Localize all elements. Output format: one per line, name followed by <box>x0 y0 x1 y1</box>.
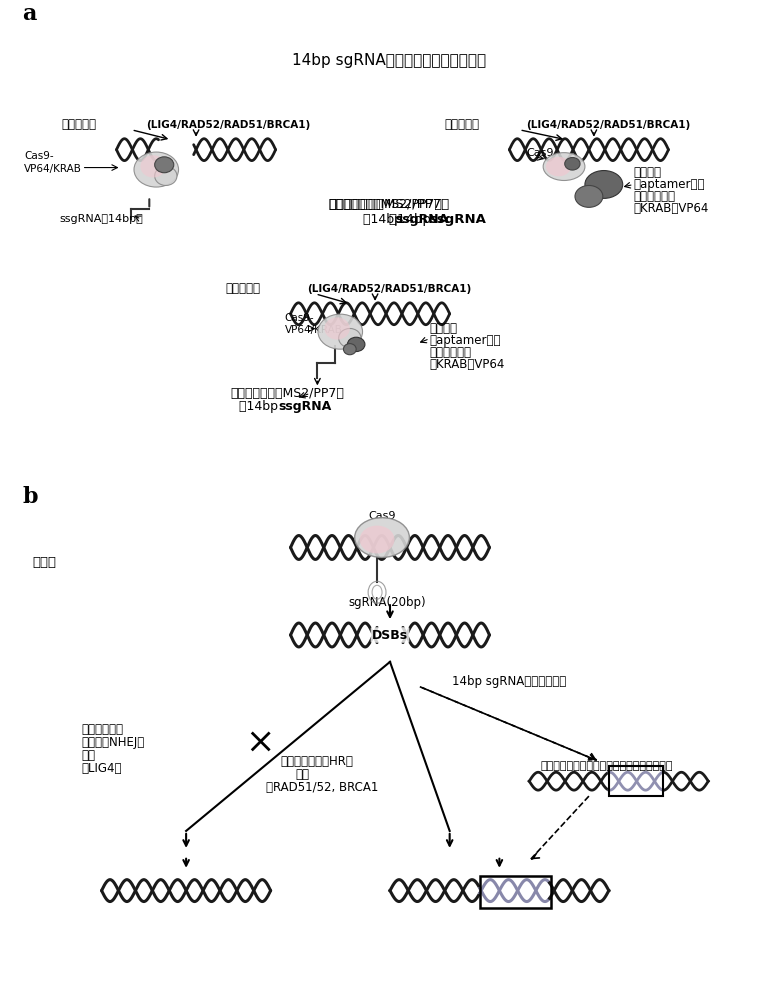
Text: 靶向启动子: 靶向启动子 <box>61 118 96 131</box>
Text: b: b <box>22 486 37 508</box>
Ellipse shape <box>565 158 580 170</box>
Bar <box>479 876 551 908</box>
Ellipse shape <box>543 153 585 180</box>
Text: a: a <box>22 3 37 25</box>
Text: （aptamer）的: （aptamer）的 <box>633 178 705 191</box>
Text: 如RAD51/52, BRCA1: 如RAD51/52, BRCA1 <box>265 781 378 794</box>
Ellipse shape <box>575 185 603 207</box>
Text: 带有适体结构（MS2/PP7）: 带有适体结构（MS2/PP7） <box>231 387 345 400</box>
Ellipse shape <box>140 155 166 178</box>
Text: 靶向启动子: 靶向启动子 <box>226 282 261 295</box>
Text: 带有外源插入序列（方框中）的同源互补模板: 带有外源插入序列（方框中）的同源互补模板 <box>541 761 673 771</box>
Ellipse shape <box>155 157 173 173</box>
Text: DSBs: DSBs <box>372 629 408 642</box>
Text: 如KRAB和VP64: 如KRAB和VP64 <box>633 202 709 215</box>
Ellipse shape <box>348 337 365 352</box>
Text: Cas9: Cas9 <box>526 148 554 158</box>
Text: ssgRNA: ssgRNA <box>429 213 487 226</box>
Ellipse shape <box>324 317 350 340</box>
Text: 的14bp: 的14bp <box>239 400 282 413</box>
Text: （aptamer）的: （aptamer）的 <box>429 334 501 347</box>
Text: 转录调控因子: 转录调控因子 <box>633 190 675 203</box>
Bar <box>609 766 664 796</box>
Ellipse shape <box>343 344 356 355</box>
Text: 同源互补修复（HR）: 同源互补修复（HR） <box>281 755 353 768</box>
Ellipse shape <box>355 518 409 557</box>
Ellipse shape <box>134 152 179 187</box>
Text: 如KRAB和VP64: 如KRAB和VP64 <box>429 358 505 371</box>
Ellipse shape <box>359 526 394 553</box>
Text: 带有适体结构（MS2/PP7）: 带有适体结构（MS2/PP7） <box>328 198 442 211</box>
Ellipse shape <box>155 166 177 185</box>
Text: 非同源互补末: 非同源互补末 <box>82 723 124 736</box>
Text: 端修复（NHEJ）: 端修复（NHEJ） <box>82 736 145 749</box>
Text: 的14bp: 的14bp <box>363 213 406 226</box>
Ellipse shape <box>318 314 363 349</box>
Text: 结合适体: 结合适体 <box>429 322 457 335</box>
Text: sgRNA(20bp): sgRNA(20bp) <box>349 596 426 609</box>
Ellipse shape <box>338 328 361 348</box>
Text: (LIG4/RAD52/RAD51/BRCA1): (LIG4/RAD52/RAD51/BRCA1) <box>307 284 471 294</box>
Text: 靶向启动子: 靶向启动子 <box>445 118 480 131</box>
Text: 转录调控因子: 转录调控因子 <box>429 346 471 359</box>
Ellipse shape <box>546 157 571 176</box>
Text: 带有适体结构（MS2/PP7）: 带有适体结构（MS2/PP7） <box>328 198 450 211</box>
Text: (LIG4/RAD52/RAD51/BRCA1): (LIG4/RAD52/RAD51/BRCA1) <box>146 120 310 130</box>
Text: 通路: 通路 <box>82 749 96 762</box>
Text: 14bp sgRNA调控基因表达的三种策略: 14bp sgRNA调控基因表达的三种策略 <box>292 53 486 68</box>
Text: 如LIG4．: 如LIG4． <box>82 762 122 775</box>
Text: ssgRNA（14bp）: ssgRNA（14bp） <box>60 214 143 224</box>
Ellipse shape <box>585 171 622 198</box>
Text: 靶位点: 靶位点 <box>32 556 56 569</box>
Text: 结合适体: 结合适体 <box>633 166 661 179</box>
Text: Cas9-
VP64/KRAB: Cas9- VP64/KRAB <box>285 313 342 335</box>
Text: ssgRNA: ssgRNA <box>395 213 448 226</box>
Text: ssgRNA: ssgRNA <box>279 400 332 413</box>
Text: Cas9: Cas9 <box>368 511 396 521</box>
Text: 14bp sgRNA调控基因表达: 14bp sgRNA调控基因表达 <box>452 675 566 688</box>
Text: 通路: 通路 <box>296 768 310 781</box>
Text: 的14bp: 的14bp <box>389 213 435 226</box>
Text: Cas9-
VP64/KRAB: Cas9- VP64/KRAB <box>24 151 82 174</box>
Text: (LIG4/RAD52/RAD51/BRCA1): (LIG4/RAD52/RAD51/BRCA1) <box>526 120 691 130</box>
